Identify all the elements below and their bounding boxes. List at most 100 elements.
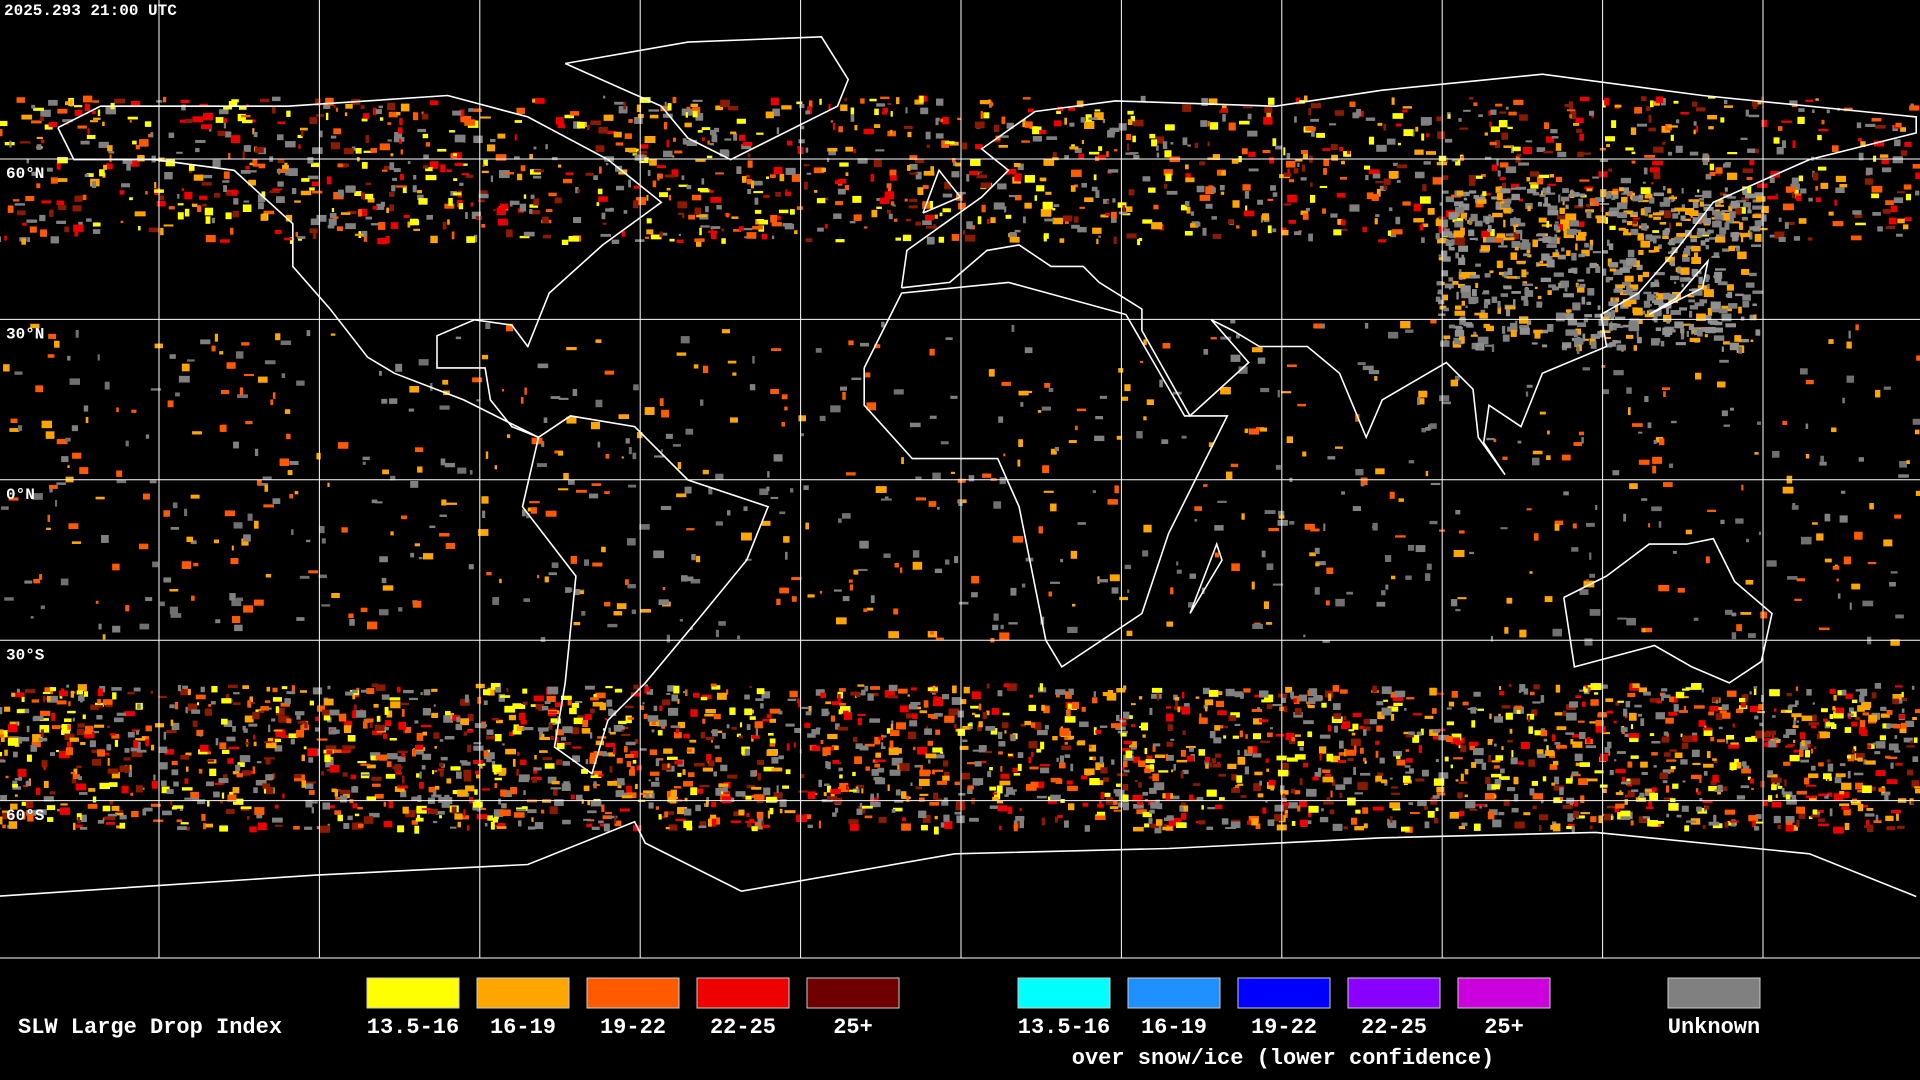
cloud-pixel <box>1201 805 1204 810</box>
cloud-pixel <box>1507 326 1518 332</box>
cloud-pixel <box>307 157 314 164</box>
cloud-pixel <box>769 718 777 723</box>
cloud-pixel <box>1636 264 1643 271</box>
cloud-pixel <box>1264 105 1273 113</box>
cloud-pixel <box>1341 721 1351 729</box>
cloud-pixel <box>1485 217 1490 225</box>
cloud-pixel <box>69 99 73 107</box>
cloud-pixel <box>476 806 480 812</box>
cloud-pixel <box>1813 746 1817 750</box>
cloud-pixel <box>857 684 865 687</box>
cloud-pixel <box>844 184 850 191</box>
cloud-pixel <box>1492 236 1502 243</box>
cloud-pixel <box>438 796 446 803</box>
cloud-pixel <box>560 695 572 700</box>
cloud-pixel <box>1268 97 1275 105</box>
cloud-pixel <box>1465 801 1476 809</box>
cloud-pixel <box>1455 159 1461 166</box>
cloud-pixel <box>266 686 271 692</box>
cloud-pixel <box>226 362 236 369</box>
cloud-pixel <box>798 139 805 144</box>
cloud-pixel <box>1349 204 1360 212</box>
cloud-pixel <box>940 822 947 828</box>
cloud-pixel <box>994 791 1001 800</box>
cloud-pixel <box>407 221 411 228</box>
cloud-pixel <box>1142 791 1149 796</box>
cloud-pixel <box>169 704 175 709</box>
cloud-pixel <box>970 705 979 709</box>
cloud-pixel <box>486 144 496 152</box>
cloud-pixel <box>1656 700 1663 704</box>
cloud-pixel <box>40 710 51 716</box>
cloud-pixel <box>1156 693 1160 701</box>
cloud-pixel <box>902 817 907 822</box>
cloud-pixel <box>1039 764 1051 767</box>
cloud-pixel <box>1562 342 1572 349</box>
cloud-pixel <box>1115 783 1121 787</box>
cloud-pixel <box>281 686 288 690</box>
cloud-pixel <box>1804 740 1811 745</box>
cloud-pixel <box>1494 743 1497 747</box>
cloud-pixel <box>1631 789 1639 792</box>
cloud-pixel <box>1582 367 1591 371</box>
cloud-pixel <box>1443 307 1449 312</box>
cloud-pixel <box>860 98 865 104</box>
cloud-pixel <box>1402 201 1411 206</box>
cloud-pixel <box>1615 701 1620 706</box>
cloud-pixel <box>1450 246 1455 251</box>
cloud-pixel <box>1532 805 1537 810</box>
cloud-pixel <box>779 173 785 182</box>
cloud-pixel <box>917 706 922 710</box>
cloud-pixel <box>1444 339 1447 345</box>
cloud-pixel <box>838 709 842 715</box>
cloud-pixel <box>882 107 889 112</box>
cloud-pixel <box>1747 776 1751 781</box>
cloud-pixel <box>1234 723 1241 726</box>
cloud-pixel <box>1463 109 1471 112</box>
cloud-pixel <box>909 155 918 160</box>
cloud-pixel <box>361 689 367 693</box>
cloud-pixel <box>942 193 953 198</box>
cloud-pixel <box>145 191 148 195</box>
cloud-pixel <box>829 796 838 800</box>
cloud-pixel <box>1391 792 1401 795</box>
cloud-pixel <box>333 104 336 109</box>
cloud-pixel <box>1715 200 1721 206</box>
cloud-pixel <box>1608 751 1611 756</box>
cloud-pixel <box>697 188 709 192</box>
cloud-pixel <box>1128 189 1135 196</box>
cloud-pixel <box>831 745 839 751</box>
cloud-pixel <box>1882 208 1892 214</box>
cloud-pixel <box>1755 329 1761 336</box>
cloud-pixel <box>495 687 502 693</box>
cloud-pixel <box>599 823 606 827</box>
cloud-pixel <box>657 730 663 736</box>
cloud-pixel <box>1277 769 1289 777</box>
cloud-pixel <box>1754 220 1764 226</box>
cloud-pixel <box>1363 718 1370 725</box>
cloud-pixel <box>1604 747 1610 753</box>
cloud-pixel <box>1237 756 1246 765</box>
cloud-pixel <box>1425 151 1437 155</box>
cloud-pixel <box>915 221 922 226</box>
cloud-pixel <box>646 194 649 201</box>
cloud-pixel <box>785 191 791 196</box>
cloud-pixel <box>43 780 49 789</box>
cloud-pixel <box>1181 691 1185 699</box>
cloud-pixel <box>738 809 745 816</box>
cloud-pixel <box>98 141 109 148</box>
cloud-pixel <box>770 496 779 500</box>
cloud-pixel <box>172 805 184 809</box>
cloud-pixel <box>325 97 334 106</box>
cloud-pixel <box>1130 747 1137 750</box>
cloud-pixel <box>293 826 300 830</box>
cloud-pixel <box>1702 824 1706 829</box>
cloud-pixel <box>1181 204 1188 211</box>
cloud-pixel <box>684 122 692 128</box>
cloud-pixel <box>391 756 397 760</box>
cloud-pixel <box>472 759 483 765</box>
cloud-pixel <box>601 751 607 754</box>
cloud-pixel <box>1708 126 1714 130</box>
cloud-pixel <box>1186 755 1195 762</box>
cloud-pixel <box>1235 225 1240 229</box>
